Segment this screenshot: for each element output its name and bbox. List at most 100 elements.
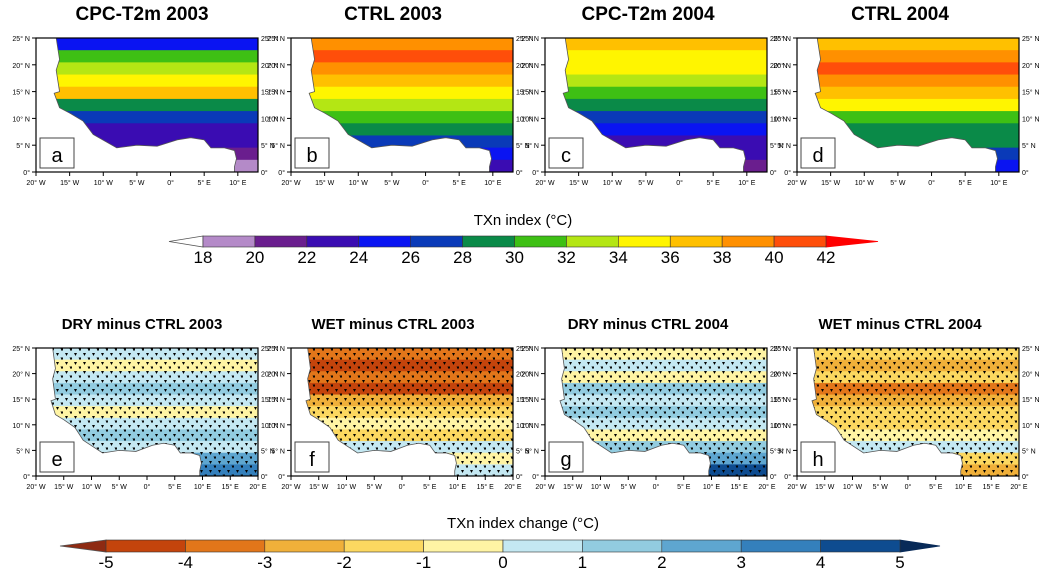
x-tick-label: 10° E bbox=[484, 179, 502, 187]
map-band bbox=[563, 86, 767, 100]
panel-label-box bbox=[548, 137, 584, 169]
x-tick-label: 20° E bbox=[758, 483, 776, 491]
coastline bbox=[50, 347, 259, 477]
colorbar-bottom-swatch bbox=[661, 539, 742, 553]
colorbar-bottom-swatch bbox=[582, 539, 663, 553]
map-band bbox=[563, 111, 767, 124]
y-tick-label-right: 20° N bbox=[770, 62, 788, 70]
y-tick-label-right: 15° N bbox=[770, 396, 788, 404]
map-band bbox=[309, 98, 513, 112]
colorbar-top-tick-label: 34 bbox=[608, 248, 628, 267]
x-tick-label: 10° E bbox=[955, 483, 973, 491]
map-band bbox=[54, 98, 258, 112]
x-tick-label: 5° E bbox=[198, 179, 212, 187]
y-tick-label: 15° N bbox=[773, 89, 791, 97]
map-band bbox=[815, 50, 1019, 63]
y-tick-label-right: 15° N bbox=[1022, 89, 1040, 97]
y-tick-label: 20° N bbox=[773, 62, 791, 70]
y-tick-label: 10° N bbox=[521, 115, 539, 123]
y-tick-label-right: 15° N bbox=[770, 89, 788, 97]
panel-title-f: WET minus CTRL 2003 bbox=[311, 316, 475, 333]
y-tick-label: 0° bbox=[278, 169, 285, 177]
x-tick-label: 5° W bbox=[890, 179, 906, 187]
y-tick-label-right: 10° N bbox=[516, 115, 534, 123]
x-tick-label: 5° E bbox=[707, 179, 721, 187]
colorbar-bottom-tick-label: -4 bbox=[177, 553, 193, 572]
panel-label-box bbox=[39, 137, 75, 169]
colorbar-bottom-swatch bbox=[343, 539, 424, 553]
y-tick-label: 25° N bbox=[12, 35, 30, 43]
y-tick-label-right: 25° N bbox=[770, 35, 788, 43]
x-tick-label: 10° W bbox=[94, 179, 114, 187]
x-tick-label: 15° E bbox=[983, 483, 1001, 491]
y-tick-label-right: 20° N bbox=[516, 62, 534, 70]
colorbar-top-tick-label: 26 bbox=[401, 248, 421, 267]
x-tick-label: 5° E bbox=[677, 483, 691, 491]
colorbar-bottom-tick-label: -5 bbox=[98, 553, 114, 572]
y-tick-label-right: 5° N bbox=[516, 142, 530, 150]
panel-label-b: b bbox=[306, 145, 317, 167]
colorbar-top-swatch bbox=[306, 235, 360, 248]
y-tick-label-right: 5° N bbox=[770, 142, 784, 150]
y-tick-label: 10° N bbox=[12, 115, 30, 123]
y-tick-label: 0° bbox=[784, 169, 791, 177]
colorbar-bottom-tick-label: 5 bbox=[895, 553, 905, 572]
y-tick-label-right: 5° N bbox=[261, 447, 275, 455]
y-tick-label: 25° N bbox=[267, 345, 285, 353]
colorbar-bottom-tick-label: -3 bbox=[257, 553, 273, 572]
colorbar-bottom-tick-label: -1 bbox=[416, 553, 432, 572]
y-tick-label-right: 20° N bbox=[261, 62, 279, 70]
y-tick-label: 20° N bbox=[521, 371, 539, 379]
x-tick-label: 10° E bbox=[738, 179, 756, 187]
map-border bbox=[290, 37, 514, 173]
x-tick-label: 10° W bbox=[591, 483, 611, 491]
coastline bbox=[305, 347, 514, 477]
map-band bbox=[309, 74, 513, 88]
colorbar-top-tick-label: 24 bbox=[349, 248, 369, 267]
x-tick-label: 20° E bbox=[504, 483, 522, 491]
y-tick-label-right: 25° N bbox=[516, 35, 534, 43]
panel-label-e: e bbox=[51, 449, 62, 471]
y-tick-label: 25° N bbox=[267, 35, 285, 43]
y-tick-label: 20° N bbox=[12, 62, 30, 70]
y-tick-label: 10° N bbox=[521, 422, 539, 430]
y-tick-label: 10° N bbox=[12, 422, 30, 430]
x-tick-label: 10° W bbox=[82, 483, 102, 491]
y-tick-label: 15° N bbox=[521, 396, 539, 404]
colorbar-top-swatch bbox=[410, 235, 463, 248]
map-band bbox=[563, 62, 767, 76]
colorbar-bottom-swatch bbox=[105, 539, 186, 553]
x-tick-label: 10° E bbox=[703, 483, 721, 491]
panel-label-box bbox=[294, 137, 330, 169]
y-tick-label: 0° bbox=[784, 473, 791, 481]
x-tick-label: 5° E bbox=[929, 483, 943, 491]
x-tick-label: 10° W bbox=[843, 483, 863, 491]
colorbar-bottom-swatch bbox=[740, 539, 821, 553]
coastline bbox=[562, 37, 768, 173]
colorbar-top-tick-label: 38 bbox=[712, 248, 732, 267]
y-tick-label: 25° N bbox=[773, 345, 791, 353]
x-tick-label: 10° E bbox=[229, 179, 247, 187]
colorbar-bottom-tick-label: 2 bbox=[657, 553, 667, 572]
colorbar-bottom-tick-label: -2 bbox=[336, 553, 352, 572]
x-tick-label: 15° E bbox=[731, 483, 749, 491]
x-tick-label: 0° bbox=[399, 483, 406, 491]
y-tick-label: 25° N bbox=[521, 35, 539, 43]
x-tick-label: 20° E bbox=[1010, 483, 1028, 491]
x-tick-label: 10° W bbox=[337, 483, 357, 491]
y-tick-label: 15° N bbox=[521, 89, 539, 97]
y-tick-label-right: 20° N bbox=[261, 371, 279, 379]
x-tick-label: 0° bbox=[676, 179, 683, 187]
y-tick-label: 5° N bbox=[525, 142, 539, 150]
colorbar-bottom-swatch bbox=[820, 539, 901, 553]
y-tick-label: 15° N bbox=[267, 89, 285, 97]
colorbar-top-over-arrow bbox=[825, 235, 879, 248]
y-tick-label-right: 10° N bbox=[770, 422, 788, 430]
y-tick-label-right: 25° N bbox=[770, 345, 788, 353]
y-tick-label-right: 15° N bbox=[516, 89, 534, 97]
colorbar-top-swatch bbox=[566, 235, 619, 248]
coastline bbox=[559, 347, 768, 477]
y-tick-label-right: 10° N bbox=[1022, 115, 1040, 123]
x-tick-label: 15° W bbox=[815, 483, 835, 491]
